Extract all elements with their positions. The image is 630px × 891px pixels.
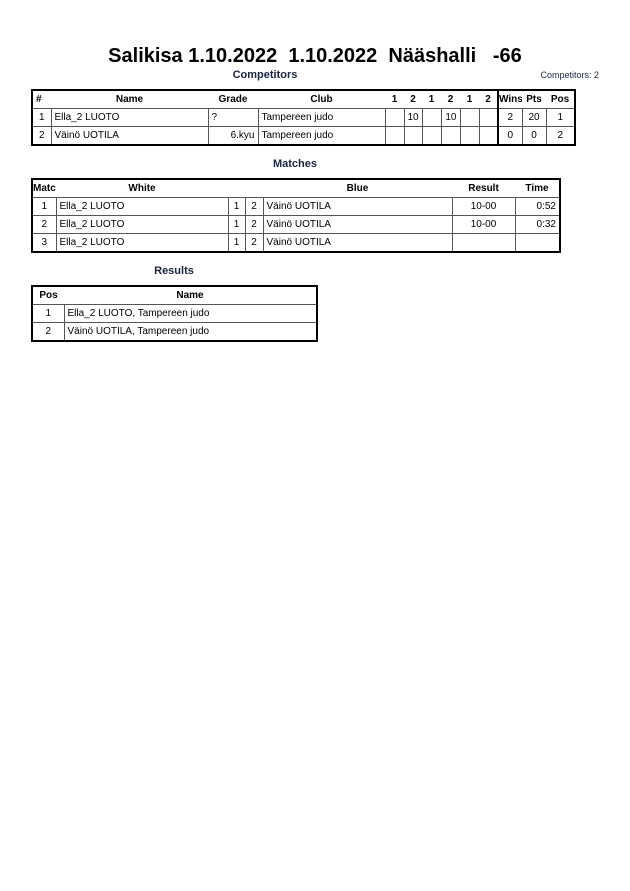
table-row: 1 Ella_2 LUOTO, Tampereen judo	[31, 304, 318, 323]
col-header: 2	[479, 90, 498, 109]
matches-table: Match White Blue Result Time 1 Ella_2 LU…	[31, 178, 561, 253]
cell-white-num: 1	[227, 233, 246, 253]
cell-blue: Väinö UOTILA	[262, 197, 453, 216]
cell-match: 2	[31, 215, 57, 234]
cell-pts: 0	[521, 126, 547, 146]
results-header-row: Pos Name	[32, 286, 317, 305]
cell-time: 0:52	[514, 197, 561, 216]
cell-match: 1	[31, 197, 57, 216]
table-row: 1 Ella_2 LUOTO ? Tampereen judo 10 10 2 …	[31, 108, 576, 127]
col-header: Pos	[546, 90, 575, 109]
table-row: 3 Ella_2 LUOTO 1 2 Väinö UOTILA	[31, 233, 561, 253]
cell-name: Väinö UOTILA, Tampereen judo	[63, 322, 318, 342]
cell-blue-num: 2	[244, 215, 264, 234]
table-row: 1 Ella_2 LUOTO 1 2 Väinö UOTILA 10-00 0:…	[31, 197, 561, 216]
cell-time: 0:32	[514, 215, 561, 234]
cell-result: 10-00	[451, 215, 516, 234]
competitors-table: # Name Grade Club 1 2 1 2 1 2 Wins Pts P…	[31, 89, 576, 146]
cell-grade: 6.kyu	[207, 126, 259, 146]
cell-name: Väinö UOTILA	[50, 126, 209, 146]
cell-club: Tampereen judo	[257, 108, 386, 127]
cell-score	[459, 108, 480, 127]
cell-num: 1	[31, 108, 52, 127]
cell-white-num: 1	[227, 197, 246, 216]
table-row: 2 Väinö UOTILA, Tampereen judo	[31, 322, 318, 342]
col-header: Match	[32, 179, 56, 198]
competitors-count: Competitors: 2	[540, 70, 599, 80]
cell-wins: 0	[497, 126, 523, 146]
cell-score	[459, 126, 480, 146]
cell-pos: 1	[545, 108, 576, 127]
col-header: #	[32, 90, 51, 109]
col-header: Time	[515, 179, 560, 198]
cell-pts: 20	[521, 108, 547, 127]
cell-pos: 2	[31, 322, 65, 342]
col-header: Blue	[263, 179, 452, 198]
matches-heading: Matches	[272, 158, 318, 170]
cell-name: Ella_2 LUOTO	[50, 108, 209, 127]
cell-club: Tampereen judo	[257, 126, 386, 146]
cell-score	[421, 108, 442, 127]
page-title: Salikisa 1.10.2022 1.10.2022 Nääshalli -…	[108, 45, 522, 67]
cell-pos: 2	[545, 126, 576, 146]
col-header: Name	[51, 90, 208, 109]
cell-wins: 2	[497, 108, 523, 127]
cell-score	[478, 108, 499, 127]
cell-name: Ella_2 LUOTO, Tampereen judo	[63, 304, 318, 323]
results-table: Pos Name 1 Ella_2 LUOTO, Tampereen judo …	[31, 285, 318, 342]
col-header: Pts	[522, 90, 546, 109]
cell-white: Ella_2 LUOTO	[55, 233, 229, 253]
col-header: White	[56, 179, 228, 198]
cell-white: Ella_2 LUOTO	[55, 215, 229, 234]
cell-blue-num: 2	[244, 197, 264, 216]
col-header: Wins	[497, 90, 522, 109]
cell-time	[514, 233, 561, 253]
cell-score	[421, 126, 442, 146]
cell-score: 10	[403, 108, 423, 127]
results-heading: Results	[154, 265, 194, 277]
col-header: Grade	[208, 90, 258, 109]
col-header: 2	[441, 90, 460, 109]
cell-blue: Väinö UOTILA	[262, 215, 453, 234]
cell-result: 10-00	[451, 197, 516, 216]
cell-pos: 1	[31, 304, 65, 323]
cell-score	[440, 126, 461, 146]
cell-blue: Väinö UOTILA	[262, 233, 453, 253]
table-row: 2 Väinö UOTILA 6.kyu Tampereen judo 0 0 …	[31, 126, 576, 146]
cell-white-num: 1	[227, 215, 246, 234]
cell-result	[451, 233, 516, 253]
cell-score	[478, 126, 499, 146]
cell-num: 2	[31, 126, 52, 146]
cell-match: 3	[31, 233, 57, 253]
col-header: Name	[64, 286, 317, 305]
competitors-header-row: # Name Grade Club 1 2 1 2 1 2 Wins Pts P…	[32, 90, 575, 109]
matches-header-row: Match White Blue Result Time	[32, 179, 560, 198]
competitors-heading: Competitors	[232, 69, 298, 81]
col-header: Club	[258, 90, 385, 109]
table-row: 2 Ella_2 LUOTO 1 2 Väinö UOTILA 10-00 0:…	[31, 215, 561, 234]
col-header: 1	[385, 90, 404, 109]
cell-score	[384, 108, 405, 127]
cell-score	[384, 126, 405, 146]
cell-score: 10	[440, 108, 461, 127]
col-header: 2	[404, 90, 422, 109]
cell-score	[403, 126, 423, 146]
cell-grade: ?	[207, 108, 259, 127]
cell-blue-num: 2	[244, 233, 264, 253]
cell-white: Ella_2 LUOTO	[55, 197, 229, 216]
col-header: Result	[452, 179, 515, 198]
col-header: 1	[460, 90, 479, 109]
col-header: 1	[422, 90, 441, 109]
col-header: Pos	[32, 286, 64, 305]
